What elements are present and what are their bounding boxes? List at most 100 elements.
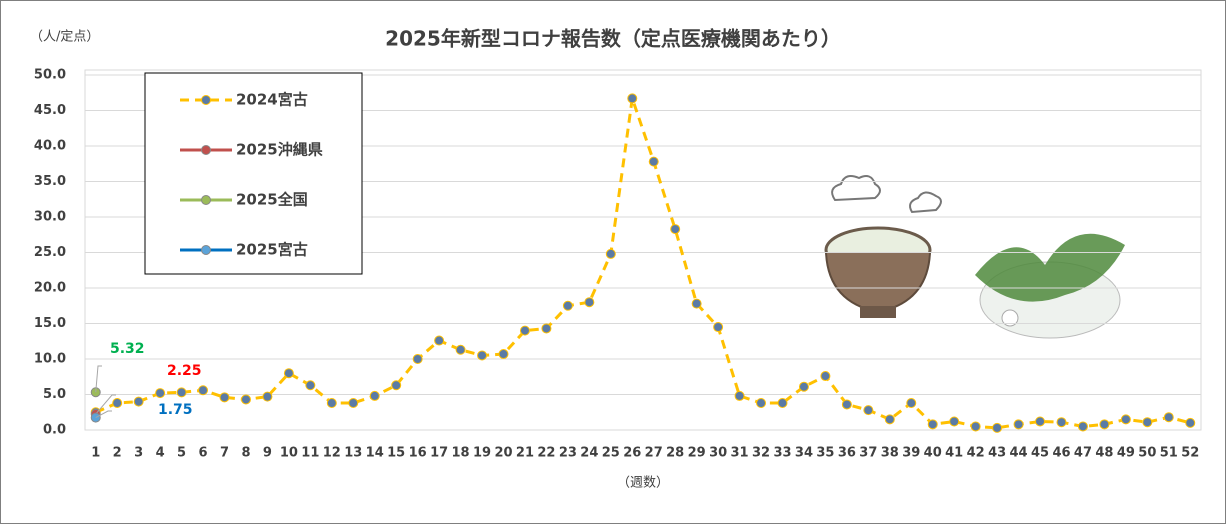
data-point (842, 400, 851, 409)
y-tick-label: 15.0 (34, 316, 66, 331)
x-tick-label: 10 (280, 446, 298, 461)
x-tick-label: 42 (967, 446, 985, 461)
x-tick-label: 47 (1074, 446, 1092, 461)
data-point (456, 345, 465, 354)
data-point (671, 225, 680, 234)
y-tick-label: 0.0 (43, 423, 66, 438)
data-point (628, 94, 637, 103)
x-tick-label: 33 (773, 446, 791, 461)
legend-label: 2025沖縄県 (236, 141, 323, 159)
data-point (1057, 418, 1066, 427)
x-tick-label: 22 (537, 446, 555, 461)
y-tick-label: 20.0 (34, 281, 66, 296)
data-point (370, 391, 379, 400)
y-tick-label: 10.0 (34, 352, 66, 367)
data-label: 5.32 (110, 341, 145, 357)
data-point (263, 392, 272, 401)
x-tick-label: 7 (220, 446, 229, 461)
legend-label: 2025全国 (236, 191, 308, 209)
x-tick-label: 17 (430, 446, 448, 461)
x-tick-label: 4 (156, 446, 165, 461)
data-point (950, 417, 959, 426)
data-point (1164, 413, 1173, 422)
x-tick-label: 30 (709, 446, 727, 461)
data-point (542, 324, 551, 333)
data-point (649, 157, 658, 166)
x-tick-label: 36 (838, 446, 856, 461)
x-tick-label: 1 (91, 446, 100, 461)
x-tick-label: 28 (666, 446, 684, 461)
y-tick-label: 50.0 (34, 68, 66, 83)
x-tick-label: 16 (409, 446, 427, 461)
data-point (885, 415, 894, 424)
legend-marker (202, 196, 211, 205)
x-tick-label: 26 (623, 446, 641, 461)
x-tick-label: 11 (301, 446, 319, 461)
x-tick-label: 6 (199, 446, 208, 461)
x-tick-label: 43 (988, 446, 1006, 461)
data-point (1078, 422, 1087, 431)
data-point (821, 372, 830, 381)
data-point (241, 395, 250, 404)
x-tick-label: 48 (1095, 446, 1113, 461)
data-point (520, 326, 529, 335)
x-tick-label: 38 (881, 446, 899, 461)
x-tick-label: 18 (452, 446, 470, 461)
x-tick-label: 39 (902, 446, 920, 461)
x-tick-label: 20 (494, 446, 512, 461)
x-tick-label: 2 (113, 446, 122, 461)
data-point (735, 391, 744, 400)
y-tick-label: 25.0 (34, 245, 66, 260)
data-point (284, 369, 293, 378)
data-point (349, 399, 358, 408)
x-tick-label: 5 (177, 446, 186, 461)
x-tick-label: 45 (1031, 446, 1049, 461)
x-tick-label: 41 (945, 446, 963, 461)
data-point (1186, 418, 1195, 427)
legend-label: 2025宮古 (236, 241, 308, 259)
data-point (928, 420, 937, 429)
x-tick-label: 31 (731, 446, 749, 461)
x-tick-label: 46 (1052, 446, 1070, 461)
data-point (199, 386, 208, 395)
x-axis-label: （週数） (617, 476, 669, 491)
data-label: 1.75 (158, 402, 193, 418)
x-tick-label: 3 (134, 446, 143, 461)
x-tick-label: 52 (1181, 446, 1199, 461)
data-point (306, 381, 315, 390)
x-tick-label: 51 (1160, 446, 1178, 461)
x-tick-label: 15 (387, 446, 405, 461)
x-tick-label: 8 (241, 446, 250, 461)
data-point (134, 397, 143, 406)
data-point (220, 393, 229, 402)
legend-marker (202, 246, 211, 255)
y-tick-label: 35.0 (34, 174, 66, 189)
data-point (907, 399, 916, 408)
x-tick-label: 23 (559, 446, 577, 461)
x-tick-label: 21 (516, 446, 534, 461)
x-tick-label: 50 (1138, 446, 1156, 461)
y-tick-label: 40.0 (34, 139, 66, 154)
x-tick-label: 13 (344, 446, 362, 461)
data-label: 2.25 (167, 363, 202, 379)
x-tick-label: 37 (859, 446, 877, 461)
data-point (993, 423, 1002, 432)
legend-label: 2024宮古 (236, 91, 308, 109)
data-point (177, 388, 186, 397)
x-tick-label: 44 (1010, 446, 1028, 461)
data-point (714, 323, 723, 332)
data-point (1121, 415, 1130, 424)
data-point (113, 399, 122, 408)
data-point (499, 350, 508, 359)
data-point (1143, 418, 1152, 427)
legend-marker (202, 146, 211, 155)
x-tick-label: 49 (1117, 446, 1135, 461)
y-tick-label: 30.0 (34, 210, 66, 225)
data-point (971, 422, 980, 431)
data-point (327, 399, 336, 408)
x-tick-label: 35 (816, 446, 834, 461)
data-point (778, 399, 787, 408)
data-point (864, 406, 873, 415)
data-point (606, 249, 615, 258)
y-tick-label: 5.0 (43, 387, 66, 402)
